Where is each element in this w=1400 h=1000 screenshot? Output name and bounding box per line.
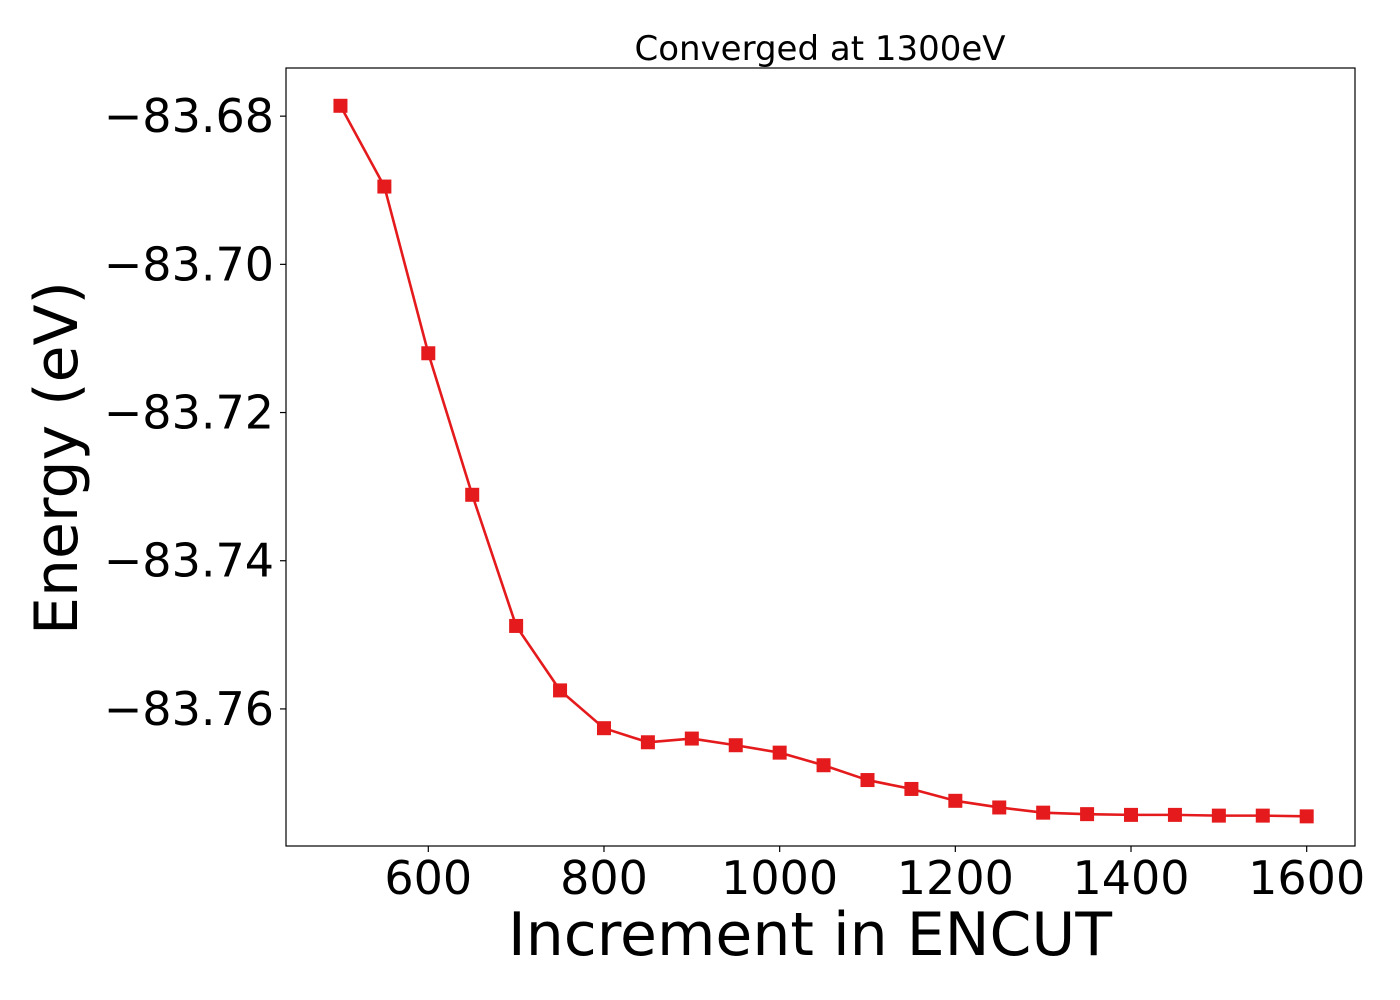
x-axis-ticks: 600 800 1000 1200 1400 1600 [384,846,1365,905]
data-point-marker [640,735,655,750]
data-point-marker [728,738,743,753]
y-tick-label: −83.72 [104,386,274,440]
y-tick-label: −83.76 [104,682,274,736]
data-point-marker [1255,808,1270,823]
data-point-marker [1124,807,1139,822]
x-tick-label: 800 [560,851,648,905]
plot-area: 600 800 1000 1200 1400 1600 −83.68 −83.70 −83.7… [104,67,1365,905]
data-point-marker [1036,805,1051,820]
x-axis-label: Increment in ENCUT [508,900,1112,970]
y-axis-ticks: −83.68 −83.70 −83.72 −83.74 −83.76 [104,89,286,736]
data-point-marker [772,745,787,760]
data-point-marker [1080,807,1095,822]
y-tick-label: −83.74 [104,534,274,588]
data-point-marker [948,793,963,808]
y-tick-label: −83.68 [104,89,274,143]
data-point-marker [333,98,348,113]
data-point-marker [1299,809,1314,824]
chart-title: Converged at 1300eV [634,29,1005,69]
data-point-marker [553,683,568,698]
x-tick-label: 600 [384,851,472,905]
data-point-marker [509,618,524,633]
x-tick-label: 1400 [1072,851,1189,905]
data-point-marker [1167,807,1182,822]
x-tick-label: 1600 [1248,851,1365,905]
axes-frame [285,67,1356,847]
data-point-marker [860,773,875,788]
series-layer [333,98,1314,824]
x-tick-label: 1200 [897,851,1014,905]
data-point-marker [904,781,919,796]
y-axis-label: Energy (eV) [22,281,92,635]
data-point-marker [816,758,831,773]
data-point-marker [596,721,611,736]
y-tick-label: −83.70 [104,237,274,291]
data-point-marker [377,179,392,194]
data-point-marker [421,346,436,361]
data-point-marker [992,800,1007,815]
data-point-marker [684,731,699,746]
data-point-marker [1211,808,1226,823]
x-tick-label: 1000 [721,851,838,905]
data-point-marker [465,487,480,502]
